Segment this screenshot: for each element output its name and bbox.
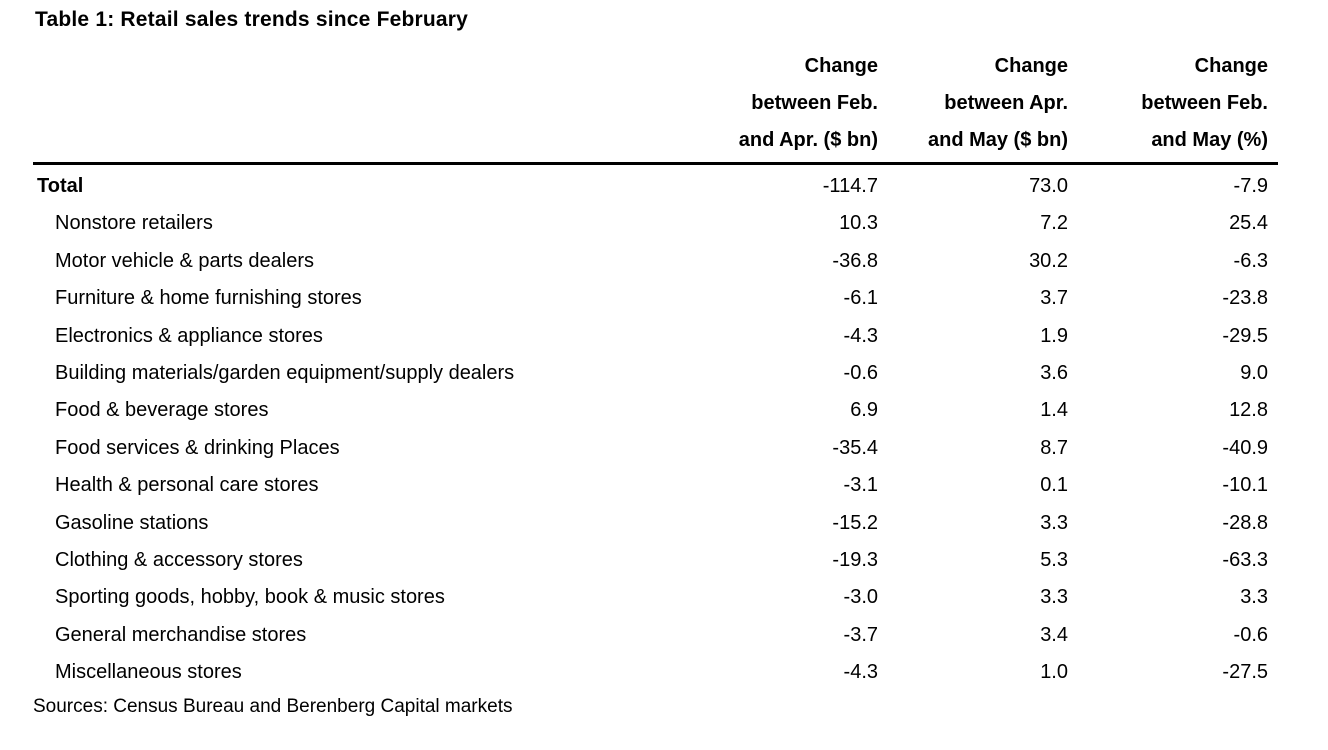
table-row: General merchandise stores -3.7 3.4 -0.6 [33, 617, 1278, 654]
table-row: Furniture & home furnishing stores -6.1 … [33, 280, 1278, 317]
table-header: Change between Feb. and Apr. ($ bn) Chan… [33, 48, 1278, 165]
table-row: Food services & drinking Places -35.4 8.… [33, 430, 1278, 467]
cell-change-feb-may: -0.6 [1233, 623, 1268, 646]
table-body: Total -114.7 73.0 -7.9 Nonstore retailer… [33, 164, 1278, 692]
row-label: General merchandise stores [55, 623, 307, 646]
table-title: Table 1: Retail sales trends since Febru… [35, 8, 469, 31]
cell-change-feb-apr: -4.3 [843, 324, 878, 347]
cell-change-feb-apr: 6.9 [850, 399, 878, 422]
cell-change-feb-may: -29.5 [1222, 324, 1268, 347]
cell-change-feb-may: -7.9 [1233, 175, 1268, 197]
cell-change-feb-apr: -35.4 [832, 436, 878, 459]
header-change-apr-may: Change between Apr. and May ($ bn) [888, 48, 1078, 165]
cell-change-apr-may: 3.3 [1040, 586, 1068, 609]
row-label: Electronics & appliance stores [55, 324, 323, 347]
header-change-feb-may: Change between Feb. and May (%) [1078, 48, 1278, 165]
row-label: Miscellaneous stores [55, 661, 242, 684]
cell-change-feb-may: 9.0 [1240, 362, 1268, 385]
cell-change-feb-apr: -114.7 [822, 175, 878, 197]
table-row: Food & beverage stores 6.9 1.4 12.8 [33, 392, 1278, 429]
cell-change-feb-may: -28.8 [1222, 511, 1268, 534]
cell-change-apr-may: 0.1 [1040, 474, 1068, 497]
table-row: Clothing & accessory stores -19.3 5.3 -6… [33, 542, 1278, 579]
cell-change-feb-apr: -4.3 [843, 661, 878, 684]
cell-change-apr-may: 1.4 [1040, 399, 1068, 422]
cell-change-feb-may: -10.1 [1222, 474, 1268, 497]
cell-change-apr-may: 30.2 [1029, 249, 1068, 272]
table-row: Motor vehicle & parts dealers -36.8 30.2… [33, 243, 1278, 280]
retail-sales-table: Change between Feb. and Apr. ($ bn) Chan… [33, 48, 1278, 692]
row-label: Food services & drinking Places [55, 436, 340, 459]
table-row: Nonstore retailers 10.3 7.2 25.4 [33, 205, 1278, 242]
cell-change-feb-apr: -19.3 [832, 549, 878, 572]
cell-change-apr-may: 73.0 [1029, 175, 1068, 197]
cell-change-feb-apr: -3.0 [843, 586, 878, 609]
cell-change-feb-apr: -6.1 [843, 287, 878, 310]
cell-change-feb-may: 25.4 [1229, 212, 1268, 235]
cell-change-feb-may: 12.8 [1229, 399, 1268, 422]
header-change-feb-apr: Change between Feb. and Apr. ($ bn) [623, 48, 888, 165]
row-label: Total [37, 175, 84, 197]
table-row: Electronics & appliance stores -4.3 1.9 … [33, 318, 1278, 355]
cell-change-feb-may: -6.3 [1233, 249, 1268, 272]
cell-change-apr-may: 3.3 [1040, 511, 1068, 534]
cell-change-apr-may: 5.3 [1040, 549, 1068, 572]
cell-change-feb-apr: 10.3 [839, 212, 878, 235]
cell-change-apr-may: 3.4 [1040, 623, 1068, 646]
cell-change-feb-apr: -3.7 [843, 623, 878, 646]
cell-change-feb-apr: -36.8 [832, 249, 878, 272]
header-row: Change between Feb. and Apr. ($ bn) Chan… [33, 48, 1278, 165]
row-label: Nonstore retailers [55, 212, 213, 235]
cell-change-apr-may: 3.7 [1040, 287, 1068, 310]
table-row: Miscellaneous stores -4.3 1.0 -27.5 [33, 654, 1278, 691]
cell-change-apr-may: 1.0 [1040, 661, 1068, 684]
row-label: Health & personal care stores [55, 474, 319, 497]
table-row: Health & personal care stores -3.1 0.1 -… [33, 467, 1278, 504]
cell-change-apr-may: 7.2 [1040, 212, 1068, 235]
row-label: Sporting goods, hobby, book & music stor… [55, 586, 445, 609]
cell-change-feb-may: -23.8 [1222, 287, 1268, 310]
row-label: Gasoline stations [55, 511, 209, 534]
cell-change-feb-may: -40.9 [1222, 436, 1268, 459]
cell-change-feb-may: -27.5 [1222, 661, 1268, 684]
row-label: Motor vehicle & parts dealers [55, 249, 315, 272]
table-row: Building materials/garden equipment/supp… [33, 355, 1278, 392]
row-label: Food & beverage stores [55, 399, 269, 422]
cell-change-apr-may: 1.9 [1040, 324, 1068, 347]
row-label: Clothing & accessory stores [55, 549, 303, 572]
cell-change-apr-may: 8.7 [1040, 436, 1068, 459]
cell-change-feb-apr: -0.6 [843, 362, 878, 385]
row-label: Building materials/garden equipment/supp… [55, 362, 515, 385]
cell-change-feb-apr: -3.1 [843, 474, 878, 497]
row-label: Furniture & home furnishing stores [55, 287, 362, 310]
cell-change-apr-may: 3.6 [1040, 362, 1068, 385]
header-category-column [33, 48, 623, 165]
source-note: Sources: Census Bureau and Berenberg Cap… [33, 695, 513, 717]
table-row: Total -114.7 73.0 -7.9 [33, 164, 1278, 206]
cell-change-feb-may: 3.3 [1240, 586, 1268, 609]
table-row: Sporting goods, hobby, book & music stor… [33, 579, 1278, 616]
cell-change-feb-may: -63.3 [1222, 549, 1268, 572]
cell-change-feb-apr: -15.2 [832, 511, 878, 534]
table-row: Gasoline stations -15.2 3.3 -28.8 [33, 505, 1278, 542]
